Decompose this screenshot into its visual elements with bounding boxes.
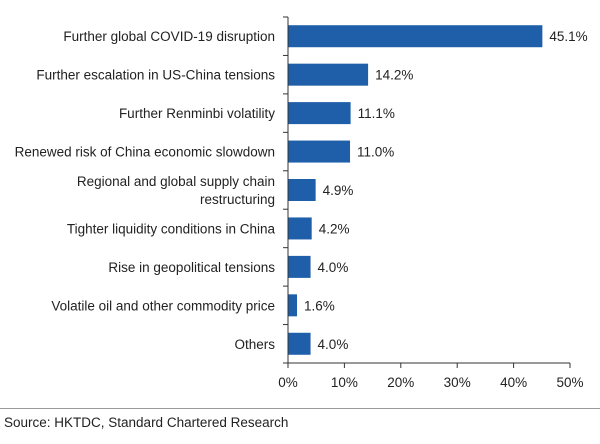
category-label-7: Volatile oil and other commodity price <box>51 298 275 313</box>
value-label-5: 4.2% <box>319 221 350 236</box>
category-label-4: Regional and global supply chain restruct… <box>77 174 275 207</box>
x-tick-label-1: 10% <box>331 375 358 390</box>
value-label-4: 4.9% <box>323 183 354 198</box>
value-label-7: 1.6% <box>304 298 335 313</box>
x-tick-label-3: 30% <box>444 375 471 390</box>
category-label-2: Further Renminbi volatility <box>119 106 275 121</box>
x-tick-label-4: 40% <box>500 375 527 390</box>
bar-5 <box>288 217 312 240</box>
x-tick-label-0: 0% <box>278 375 298 390</box>
source-note: Source: HKTDC, Standard Chartered Resear… <box>4 415 289 430</box>
value-label-8: 4.0% <box>318 337 349 352</box>
value-label-0: 45.1% <box>549 29 587 44</box>
category-label-3: Renewed risk of China economic slowdown <box>15 145 275 160</box>
category-label-5: Tighter liquidity conditions in China <box>67 221 276 236</box>
value-label-6: 4.0% <box>318 260 349 275</box>
category-label-6: Rise in geopolitical tensions <box>108 260 275 275</box>
source-divider <box>0 408 600 409</box>
bar-2 <box>288 102 351 125</box>
category-label-0: Further global COVID-19 disruption <box>63 29 275 44</box>
bar-4 <box>288 179 316 201</box>
value-label-2: 11.1% <box>358 106 395 121</box>
value-label-1: 14.2% <box>375 68 413 83</box>
category-label-1: Further escalation in US-China tensions <box>36 68 275 83</box>
x-tick-label-5: 50% <box>556 375 583 390</box>
bar-chart: 45.1% Further global COVID-19 disruption 1… <box>15 16 588 390</box>
x-tick-label-2: 20% <box>387 375 414 390</box>
category-label-8: Others <box>234 337 275 352</box>
value-label-3: 11.0% <box>357 145 394 160</box>
bar-0 <box>288 25 543 48</box>
bar-6 <box>288 255 311 278</box>
bar-1 <box>288 63 369 86</box>
bar-7 <box>288 294 298 317</box>
bar-8 <box>288 332 311 355</box>
bar-3 <box>288 140 351 163</box>
